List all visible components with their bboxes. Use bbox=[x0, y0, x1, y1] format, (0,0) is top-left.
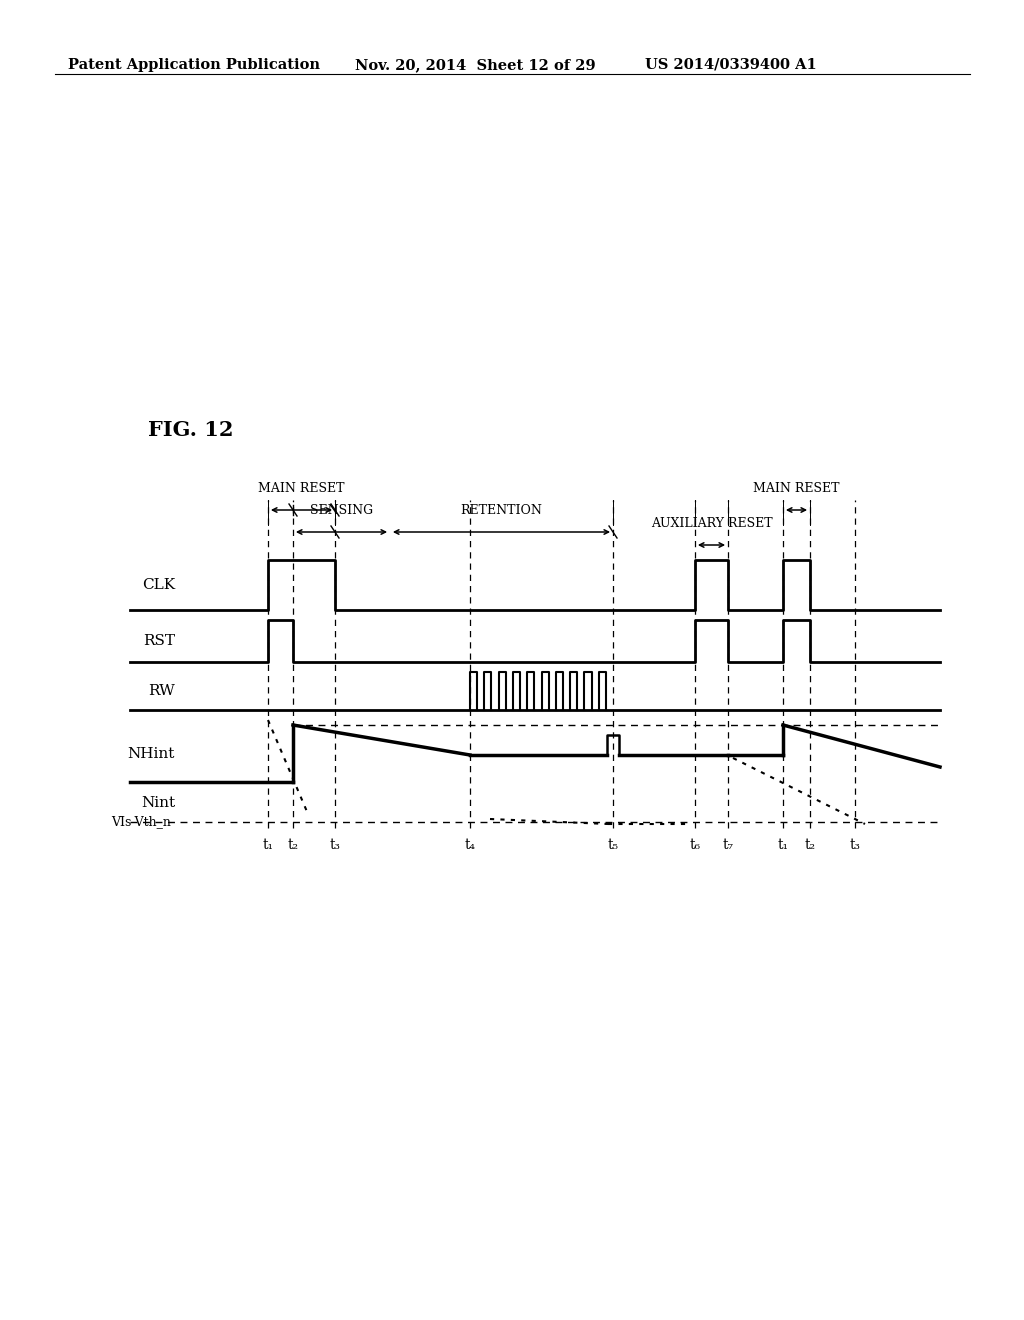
Text: RST: RST bbox=[143, 634, 175, 648]
Text: t₃: t₃ bbox=[330, 838, 341, 851]
Text: t₄: t₄ bbox=[465, 838, 475, 851]
Text: Nov. 20, 2014  Sheet 12 of 29: Nov. 20, 2014 Sheet 12 of 29 bbox=[355, 58, 596, 73]
Text: NHint: NHint bbox=[128, 747, 175, 760]
Text: VIs-Vth_n-: VIs-Vth_n- bbox=[111, 816, 175, 829]
Text: t₂: t₂ bbox=[288, 838, 299, 851]
Text: t₆: t₆ bbox=[689, 838, 700, 851]
Text: SENSING: SENSING bbox=[310, 504, 373, 517]
Text: CLK: CLK bbox=[142, 578, 175, 591]
Text: t₃: t₃ bbox=[850, 838, 860, 851]
Text: t₂: t₂ bbox=[805, 838, 815, 851]
Text: Nint: Nint bbox=[141, 796, 175, 810]
Text: Patent Application Publication: Patent Application Publication bbox=[68, 58, 319, 73]
Text: RW: RW bbox=[148, 684, 175, 698]
Text: US 2014/0339400 A1: US 2014/0339400 A1 bbox=[645, 58, 817, 73]
Text: FIG. 12: FIG. 12 bbox=[148, 420, 233, 440]
Text: MAIN RESET: MAIN RESET bbox=[258, 482, 345, 495]
Text: RETENTION: RETENTION bbox=[461, 504, 543, 517]
Text: t₅: t₅ bbox=[607, 838, 618, 851]
Text: t₁: t₁ bbox=[777, 838, 788, 851]
Text: MAIN RESET: MAIN RESET bbox=[754, 482, 840, 495]
Text: AUXILIARY RESET: AUXILIARY RESET bbox=[650, 517, 772, 531]
Text: t₁: t₁ bbox=[262, 838, 273, 851]
Text: t₇: t₇ bbox=[723, 838, 733, 851]
